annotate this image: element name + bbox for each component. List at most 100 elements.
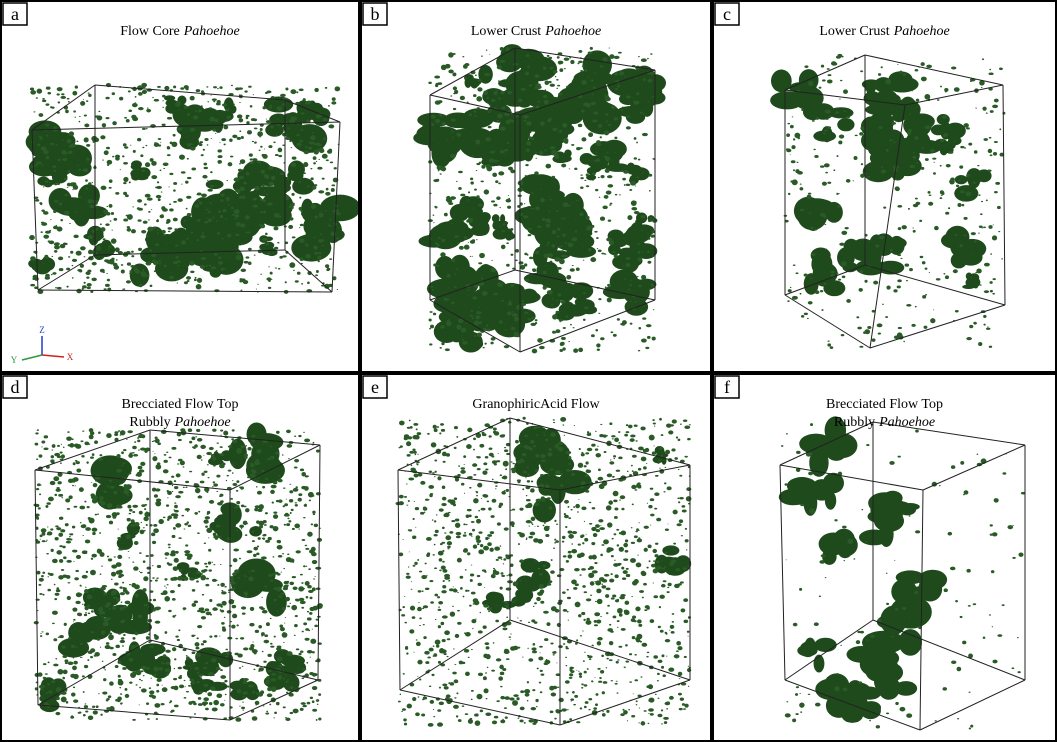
pore-cluster [533, 134, 545, 153]
pore [442, 615, 448, 618]
pore [268, 537, 272, 540]
pore [507, 142, 510, 144]
pore-cluster [324, 219, 342, 243]
pore [145, 194, 151, 198]
pore [859, 288, 863, 292]
pore [792, 296, 798, 300]
pore [907, 131, 911, 135]
pore [184, 550, 190, 553]
pore [438, 100, 442, 103]
pore [205, 691, 207, 692]
pore [507, 206, 511, 209]
pore [183, 220, 185, 222]
pore [206, 528, 212, 533]
pore [107, 279, 110, 282]
pore [119, 504, 121, 505]
pore [485, 137, 491, 141]
pore [93, 483, 98, 487]
pore [273, 226, 278, 230]
pore [569, 673, 573, 676]
pore [132, 562, 134, 563]
pore [41, 689, 44, 691]
pore [137, 439, 140, 442]
pore [217, 695, 221, 698]
pore [568, 463, 570, 465]
pore [477, 332, 482, 337]
pore [815, 117, 819, 120]
pore [161, 703, 165, 705]
pore [292, 561, 294, 563]
pore [583, 260, 584, 261]
pore [91, 482, 92, 483]
pore [506, 199, 511, 203]
pore [278, 555, 283, 558]
pore [139, 511, 143, 515]
pore [547, 497, 551, 499]
pore [306, 185, 309, 187]
pore [597, 599, 603, 604]
pore [151, 158, 152, 159]
pore [88, 182, 92, 185]
pore [602, 579, 607, 583]
pore [127, 518, 131, 522]
pore [46, 86, 51, 89]
pore [547, 283, 548, 284]
pore [451, 245, 453, 246]
pore [274, 636, 276, 638]
pore [566, 86, 569, 88]
pore [235, 638, 238, 640]
pore [291, 193, 294, 196]
pore [647, 79, 652, 83]
pore [245, 534, 247, 536]
pore [548, 580, 552, 583]
pore [298, 586, 304, 591]
pore [808, 193, 812, 195]
pore [174, 505, 178, 509]
pore [253, 554, 257, 557]
pore [137, 437, 139, 439]
pore [510, 284, 514, 287]
pore [206, 649, 208, 650]
pore [472, 239, 475, 241]
pore [230, 621, 232, 622]
pore [533, 427, 537, 430]
pore [653, 445, 654, 446]
pore [126, 119, 130, 123]
pore [643, 172, 644, 173]
pore [235, 717, 241, 721]
pore [78, 196, 81, 198]
pore [91, 631, 95, 633]
pore [128, 454, 133, 458]
pore [57, 287, 62, 289]
pore [594, 231, 597, 233]
pore [318, 693, 321, 696]
pore [493, 293, 498, 295]
pore [630, 181, 636, 186]
pore [212, 708, 217, 711]
pore [796, 272, 799, 274]
pore [257, 161, 261, 163]
pore [619, 547, 624, 552]
pore [240, 223, 245, 227]
pore [247, 550, 253, 553]
pore [305, 638, 310, 641]
pore [964, 123, 969, 128]
pore [209, 500, 214, 504]
pore [265, 243, 269, 245]
pore-cluster [213, 523, 227, 534]
pore [201, 473, 204, 476]
pore [141, 680, 143, 681]
pore [617, 563, 621, 565]
pore [145, 162, 150, 167]
pore [185, 487, 187, 489]
pore [452, 672, 457, 675]
pore [276, 203, 277, 204]
pore [941, 192, 944, 195]
pore [543, 565, 547, 567]
pore [156, 577, 159, 578]
pore [235, 218, 237, 220]
pore [142, 588, 146, 592]
pore [100, 714, 102, 716]
pore [417, 660, 422, 665]
pore [83, 524, 86, 526]
